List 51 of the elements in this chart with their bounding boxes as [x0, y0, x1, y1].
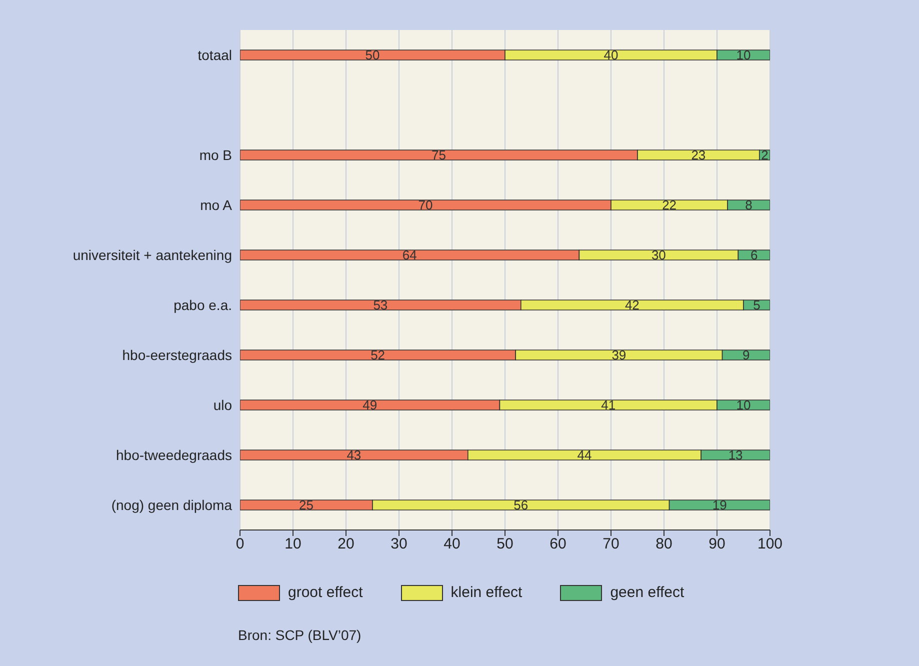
data-label: 23 [691, 148, 706, 163]
data-label: 56 [514, 498, 528, 513]
x-tick-label: 30 [390, 536, 408, 553]
data-label: 40 [604, 48, 618, 63]
y-tick-label: ulo [213, 396, 232, 413]
data-label: 5 [753, 298, 760, 313]
legend-label: geen effect [610, 584, 684, 601]
data-label: 42 [624, 298, 640, 313]
y-tick-label: mo B [199, 146, 232, 163]
data-label: 13 [728, 448, 743, 463]
x-tick-label: 10 [284, 536, 302, 553]
text: Bron: SCP (BLV’07) [238, 627, 362, 643]
x-tick-label: 80 [656, 536, 672, 553]
data-label: 19 [712, 498, 727, 513]
legend-label: klein effect [450, 584, 522, 601]
data-label: 44 [577, 448, 592, 463]
data-label: 22 [662, 198, 677, 213]
y-tick-label: pabo e.a. [174, 296, 232, 313]
x-tick-label: 0 [236, 536, 244, 553]
y-tick-label: hbo-eerstegraads [122, 346, 232, 363]
data-label: 75 [432, 148, 446, 163]
x-tick-label: 70 [602, 536, 620, 553]
data-label: 2 [761, 148, 768, 163]
y-tick-label: mo A [200, 196, 233, 213]
data-label: 41 [601, 398, 616, 413]
data-label: 43 [346, 448, 362, 463]
x-tick-label: 20 [338, 536, 354, 553]
data-label: 50 [365, 48, 380, 63]
y-tick-label: hbo-tweedegraads [116, 446, 232, 463]
data-label: 8 [745, 198, 752, 213]
y-tick-label: universiteit + aantekening [72, 246, 232, 263]
data-label: 9 [742, 348, 750, 363]
data-label: 6 [750, 248, 758, 263]
data-label: 25 [299, 498, 314, 513]
data-label: 52 [370, 348, 386, 363]
x-tick-label: 40 [444, 536, 460, 553]
data-label: 39 [612, 348, 626, 363]
x-tick-label: 50 [496, 536, 514, 553]
data-label: 30 [651, 248, 666, 263]
data-label: 64 [402, 248, 417, 263]
x-tick-label: 90 [708, 536, 726, 553]
data-label: 10 [736, 398, 751, 413]
legend-label: groot effect [288, 584, 363, 601]
y-tick-label: (nog) geen diploma [111, 496, 232, 513]
data-label: 70 [418, 198, 433, 213]
data-label: 49 [362, 398, 378, 413]
x-tick-label: 60 [550, 536, 566, 553]
y-tick-label: totaal [198, 46, 232, 63]
x-tick-label: 100 [757, 536, 783, 553]
data-label: 53 [373, 298, 388, 313]
data-label: 10 [736, 48, 751, 63]
